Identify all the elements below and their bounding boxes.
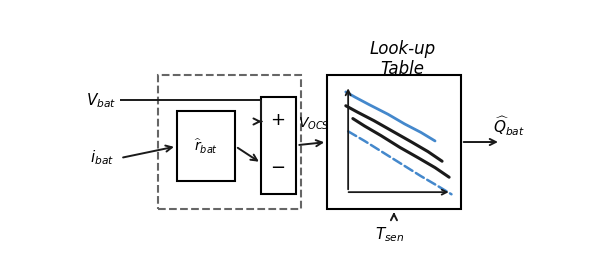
Text: +: + [270,111,285,129]
Text: $i_{bat}$: $i_{bat}$ [90,149,113,167]
Bar [261,97,296,194]
Text: $V_{OCS}$: $V_{OCS}$ [298,116,330,132]
Text: $\widehat{Q}_{bat}$: $\widehat{Q}_{bat}$ [493,114,525,138]
Bar [158,75,301,209]
Text: $T_{sen}$: $T_{sen}$ [375,225,404,244]
Text: $\widehat{r}_{bat}$: $\widehat{r}_{bat}$ [195,137,218,156]
Text: Look-up
Table: Look-up Table [369,40,435,78]
Text: −: − [270,159,285,177]
Text: $V_{bat}$: $V_{bat}$ [87,91,117,110]
Bar [177,111,235,181]
Bar [327,75,461,209]
